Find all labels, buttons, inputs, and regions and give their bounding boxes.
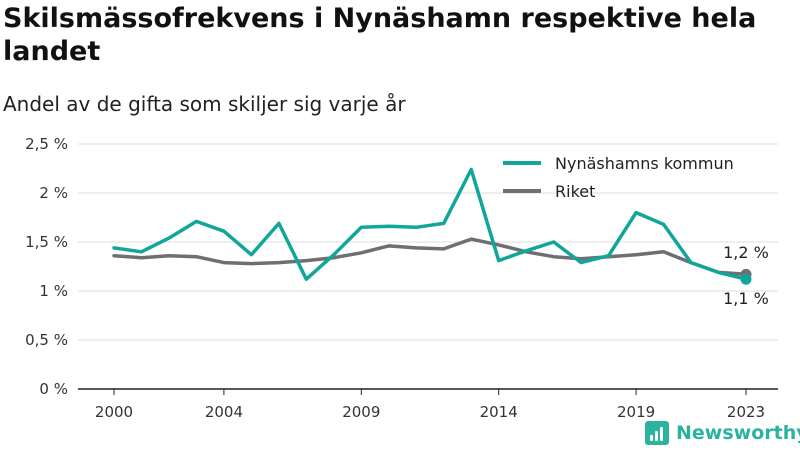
- y-tick-label: 0 %: [39, 380, 68, 398]
- y-tick-label: 2,5 %: [25, 135, 68, 153]
- x-tick-label: 2004: [205, 403, 243, 421]
- series-line-riket: [112, 237, 748, 277]
- series-lines: [112, 167, 752, 285]
- end-label-nynashamn: 1,1 %: [723, 289, 769, 308]
- legend-label-nynashamn: Nynäshamns kommun: [555, 154, 734, 173]
- chart-title: Skilsmässofrekvens i Nynäshamn respektiv…: [3, 3, 757, 67]
- gridlines: [78, 143, 778, 341]
- x-tick-label: 2000: [95, 403, 133, 421]
- x-tick-label: 2023: [727, 403, 765, 421]
- y-tick-label: 1,5 %: [25, 233, 68, 251]
- end-labels: 1,2 % 1,1 %: [723, 243, 769, 308]
- chart-subtitle: Andel av de gifta som skiljer sig varje …: [3, 92, 406, 116]
- x-tick-label: 2009: [342, 403, 380, 421]
- newsworthy-brand: Newsworthy: [645, 419, 800, 447]
- legend-label-riket: Riket: [555, 182, 595, 201]
- y-tick-label: 2 %: [39, 184, 68, 202]
- x-tick-label: 2019: [617, 403, 655, 421]
- series-line-nynashamn: [112, 167, 748, 281]
- y-axis: 0 % 0,5 % 1 % 1,5 % 2 % 2,5 %: [25, 135, 68, 398]
- x-axis: 2000 2004 2009 2014 2019 2023: [78, 388, 778, 421]
- y-tick-label: 0,5 %: [25, 331, 68, 349]
- legend: Nynäshamns kommun Riket: [503, 154, 734, 201]
- end-point-nynashamn: [740, 273, 752, 285]
- y-tick-label: 1 %: [39, 282, 68, 300]
- brand-name: Newsworthy: [676, 422, 800, 444]
- newsworthy-logo-icon: [645, 421, 669, 445]
- x-tick-label: 2014: [480, 403, 518, 421]
- end-label-riket: 1,2 %: [723, 243, 769, 262]
